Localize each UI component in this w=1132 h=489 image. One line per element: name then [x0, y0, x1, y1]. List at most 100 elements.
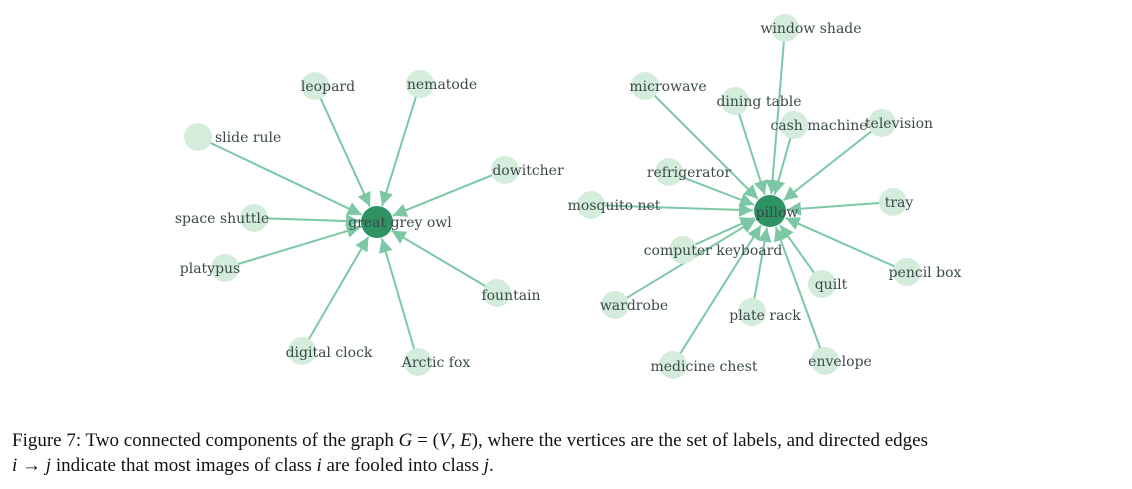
- caption-math-j2: j: [483, 455, 490, 476]
- edge-microwave-to-pillow: [648, 89, 759, 200]
- node-arctic-fox: Arctic fox: [401, 348, 471, 376]
- edge-television-to-pillow: [782, 125, 879, 202]
- node-fountain: fountain: [481, 279, 541, 307]
- node-circle: [577, 191, 605, 219]
- node-circle: [288, 337, 316, 365]
- node-pencil-box: pencil box: [889, 258, 962, 286]
- node-medicine-chest: medicine chest: [650, 351, 758, 379]
- caption-math-i: i: [12, 455, 18, 476]
- node-mosquito-net: mosquito net: [568, 191, 661, 219]
- node-label: dowitcher: [492, 163, 564, 179]
- edge-window-shade-to-pillow: [765, 33, 786, 195]
- node-circle: [780, 111, 808, 139]
- node-label: cash machine: [770, 118, 867, 134]
- node-label: pencil box: [889, 265, 962, 281]
- node-television: television: [865, 109, 933, 137]
- node-label: television: [865, 116, 933, 132]
- node-circle: [811, 347, 839, 375]
- node-label: mosquito net: [568, 198, 661, 214]
- node-label: Arctic fox: [401, 355, 471, 371]
- caption-arrow: →: [17, 455, 46, 476]
- edge-dining-table-to-pillow: [735, 106, 768, 196]
- node-label: medicine chest: [650, 359, 757, 375]
- node-microwave: microwave: [629, 72, 707, 100]
- caption-mid2: are fooled into class: [321, 455, 484, 476]
- caption-end: .: [489, 455, 494, 476]
- edge-dowitcher-to-great-grey-owl: [392, 171, 501, 217]
- node-label: quilt: [815, 277, 848, 293]
- edge-fountain-to-great-grey-owl: [391, 229, 493, 292]
- node-wardrobe: wardrobe: [600, 291, 668, 319]
- node-circle: [301, 72, 329, 100]
- node-space-shuttle: space shuttle: [175, 204, 269, 232]
- node-circle: [491, 156, 519, 184]
- edge-medicine-chest-to-pillow: [675, 224, 762, 361]
- hub-node-great-grey-owl: great grey owl: [348, 206, 452, 238]
- node-slide-rule: slide rule: [184, 123, 281, 151]
- node-label: dining table: [716, 94, 801, 110]
- node-tray: tray: [879, 188, 913, 216]
- node-label: tray: [885, 195, 914, 211]
- node-dowitcher: dowitcher: [491, 156, 564, 184]
- edge-tray-to-pillow: [786, 201, 888, 216]
- node-window-shade: window shade: [760, 14, 862, 42]
- node-circle: [184, 123, 212, 151]
- node-circle: [406, 70, 434, 98]
- caption-math-e: E: [460, 430, 472, 451]
- caption-body: ), where the vertices are the set of lab…: [471, 430, 928, 451]
- node-label: digital clock: [286, 345, 373, 361]
- edge-envelope-to-pillow: [774, 226, 825, 357]
- nodes-layer: leopard nematode slide rule dowitcher space …: [175, 14, 962, 379]
- node-label: computer keyboard: [644, 243, 783, 259]
- caption-eq: = (: [412, 430, 439, 451]
- edge-slide-rule-to-great-grey-owl: [202, 138, 363, 216]
- node-platypus: platypus: [180, 254, 240, 282]
- edge-arctic-fox-to-great-grey-owl: [378, 238, 418, 357]
- edge-space-shuttle-to-great-grey-owl: [259, 213, 361, 228]
- node-label: pillow: [756, 205, 799, 221]
- node-circle: [483, 279, 511, 307]
- node-circle: [240, 204, 268, 232]
- edge-plate-rack-to-pillow: [751, 227, 772, 307]
- node-label: plate rack: [729, 308, 801, 324]
- node-label: space shuttle: [175, 211, 269, 227]
- node-circle: [771, 14, 799, 42]
- node-label: wardrobe: [600, 298, 668, 314]
- caption-prefix: Figure 7: Two connected components of th…: [12, 430, 399, 451]
- node-circle: [808, 270, 836, 298]
- caption-mid: indicate that most images of class: [51, 455, 317, 476]
- caption-math-i2: i: [316, 455, 322, 476]
- node-label: slide rule: [215, 130, 281, 146]
- hub-node-pillow: pillow: [754, 195, 798, 227]
- caption-comma: ,: [450, 430, 461, 451]
- node-nematode: nematode: [406, 70, 477, 98]
- node-circle: [601, 291, 629, 319]
- node-label: platypus: [180, 261, 240, 277]
- node-circle: [404, 348, 432, 376]
- edge-mosquito-net-to-pillow: [596, 202, 754, 217]
- node-circle: [721, 87, 749, 115]
- caption-math-j: j: [45, 455, 52, 476]
- node-circle: [361, 206, 393, 238]
- edge-refrigerator-to-pillow: [673, 173, 755, 207]
- node-label: leopard: [301, 79, 355, 95]
- node-plate-rack: plate rack: [729, 298, 801, 326]
- node-refrigerator: refrigerator: [647, 158, 732, 186]
- node-label: window shade: [760, 21, 861, 37]
- node-cash-machine: cash machine: [770, 111, 868, 139]
- caption-math-v: V: [438, 430, 451, 451]
- edge-cash-machine-to-pillow: [771, 130, 794, 195]
- graph-diagram: leopard nematode slide rule dowitcher space …: [175, 14, 962, 379]
- edges-layer: [202, 33, 903, 361]
- node-circle: [893, 258, 921, 286]
- node-circle: [754, 195, 786, 227]
- figure-caption: Figure 7: Two connected components of th…: [12, 428, 1124, 478]
- node-quilt: quilt: [808, 270, 848, 298]
- node-label: nematode: [407, 77, 477, 93]
- node-circle: [631, 72, 659, 100]
- edge-nematode-to-great-grey-owl: [379, 89, 420, 207]
- node-label: fountain: [481, 288, 540, 304]
- node-label: refrigerator: [647, 165, 732, 181]
- caption-math-g: G: [398, 430, 413, 451]
- node-circle: [738, 298, 766, 326]
